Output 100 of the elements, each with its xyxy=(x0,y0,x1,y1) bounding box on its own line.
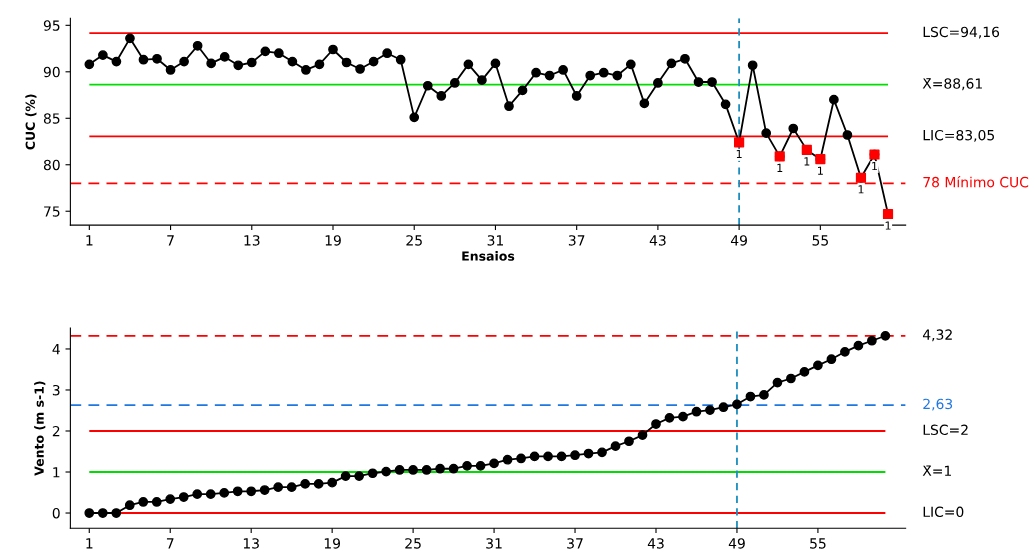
point xyxy=(355,64,365,74)
x-tick-label: 7 xyxy=(167,235,174,246)
point xyxy=(612,70,623,81)
point xyxy=(328,44,338,55)
x-tick-label: 25 xyxy=(406,235,422,246)
point xyxy=(598,67,609,78)
point xyxy=(571,91,582,101)
x-tick-label: 19 xyxy=(324,538,341,549)
annotation: 1 xyxy=(818,166,823,175)
ref-line-label: LIC=0 xyxy=(923,506,964,518)
point xyxy=(610,441,621,452)
point xyxy=(517,85,528,96)
point xyxy=(853,340,864,351)
ref-line-label: X̄=88,61 xyxy=(922,78,982,91)
point xyxy=(436,91,447,101)
point xyxy=(475,460,486,471)
point xyxy=(367,468,378,479)
point xyxy=(489,458,499,469)
y-tick-label: 4 xyxy=(52,344,60,355)
point xyxy=(653,78,663,88)
x-tick-label: 31 xyxy=(486,538,502,549)
point xyxy=(382,48,393,59)
ref-line-label: LSC=2 xyxy=(923,424,968,436)
x-axis-title: Ensaios xyxy=(462,251,515,261)
ref-line-label: LSC=94,16 xyxy=(923,26,1000,39)
point xyxy=(720,99,731,110)
point xyxy=(666,58,677,69)
point xyxy=(504,101,514,112)
point xyxy=(111,56,122,67)
x-tick-label: 25 xyxy=(405,538,421,549)
x-tick-label: 37 xyxy=(568,235,585,246)
point xyxy=(286,482,297,493)
point xyxy=(192,40,203,51)
ref-line-label: 4,32 xyxy=(922,329,952,342)
point xyxy=(314,59,325,70)
point xyxy=(761,128,772,139)
point xyxy=(732,399,742,410)
point xyxy=(219,488,230,498)
point xyxy=(651,419,661,429)
point xyxy=(354,471,365,481)
point xyxy=(531,67,541,78)
point xyxy=(558,65,568,75)
point xyxy=(165,494,176,504)
point xyxy=(313,479,324,489)
point xyxy=(421,465,432,475)
y-tick-label: 3 xyxy=(52,384,60,396)
x-tick-label: 19 xyxy=(325,235,341,246)
point xyxy=(624,436,634,447)
point xyxy=(395,54,406,65)
point xyxy=(138,497,149,507)
point xyxy=(260,46,271,57)
point xyxy=(490,58,501,69)
point xyxy=(151,497,162,507)
x-tick-label: 1 xyxy=(86,538,93,549)
point xyxy=(435,463,445,474)
point xyxy=(152,53,162,64)
point xyxy=(516,453,526,464)
annotation: 1 xyxy=(885,221,891,230)
point xyxy=(477,75,487,86)
point xyxy=(639,98,650,109)
point xyxy=(394,465,405,475)
point xyxy=(287,56,298,67)
ref-line-label: X̄=1 xyxy=(922,465,951,476)
point xyxy=(556,451,567,462)
y-tick-label: 90 xyxy=(43,66,60,78)
ref-line-label: 2,63 xyxy=(923,398,953,411)
point xyxy=(544,70,555,81)
point xyxy=(165,65,176,75)
x-tick-label: 55 xyxy=(812,235,828,246)
point xyxy=(259,485,270,495)
point xyxy=(232,486,243,497)
point xyxy=(867,335,877,346)
point xyxy=(637,430,648,440)
point xyxy=(111,508,122,518)
x-tick-label: 1 xyxy=(86,235,93,246)
y-tick-label: 85 xyxy=(43,113,60,124)
point xyxy=(138,54,149,65)
point xyxy=(206,58,217,69)
x-tick-label: 43 xyxy=(649,235,666,246)
point xyxy=(707,77,717,87)
y-tick-label: 2 xyxy=(52,425,60,437)
x-tick-label: 13 xyxy=(243,538,259,549)
point xyxy=(273,48,284,59)
point xyxy=(813,360,823,371)
point xyxy=(585,70,596,81)
point xyxy=(570,450,580,461)
ref-line-label: 78 Mínimo CUC xyxy=(923,176,1029,188)
point xyxy=(246,486,257,497)
point xyxy=(408,465,418,475)
x-tick-label: 43 xyxy=(647,538,664,549)
point xyxy=(97,508,108,518)
point xyxy=(463,59,474,70)
point xyxy=(788,123,799,134)
y-tick-label: 75 xyxy=(44,206,60,217)
point xyxy=(705,405,715,415)
point xyxy=(273,482,284,493)
point xyxy=(381,466,391,477)
x-tick-label: 55 xyxy=(810,538,826,549)
annotation: 1 xyxy=(777,163,783,172)
annotation: 1 xyxy=(872,162,877,171)
